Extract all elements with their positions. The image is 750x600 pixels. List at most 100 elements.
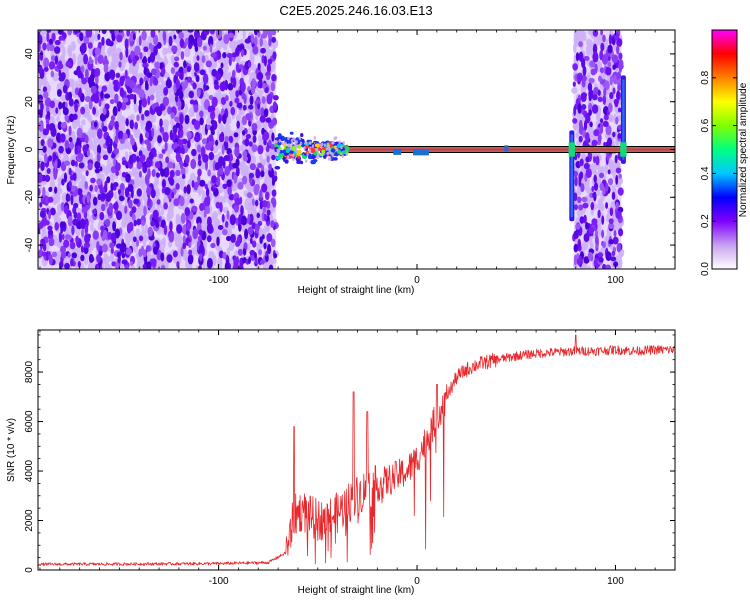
- noise-blob: [62, 107, 69, 116]
- noise-blob: [221, 213, 225, 223]
- noise-blob-light: [93, 142, 98, 155]
- y-tick-label: 40: [24, 48, 35, 60]
- noise-blob: [270, 220, 275, 229]
- noise-blob: [74, 160, 78, 167]
- noise-blob: [228, 160, 232, 171]
- noise-blob: [125, 173, 131, 183]
- noise-blob: [189, 99, 195, 105]
- noise-blob: [602, 94, 607, 106]
- noise-blob: [259, 236, 263, 244]
- noise-blob: [254, 30, 259, 36]
- noise-blob-light: [611, 185, 616, 193]
- noise-blob: [618, 59, 624, 67]
- onset-blob: [323, 155, 327, 159]
- noise-blob: [144, 109, 150, 117]
- noise-blob: [616, 242, 622, 253]
- noise-blob-light: [89, 152, 93, 162]
- noise-blob: [229, 100, 233, 107]
- noise-blob: [233, 174, 238, 184]
- noise-blob: [74, 145, 78, 155]
- noise-blob: [94, 160, 101, 170]
- noise-blob: [263, 131, 270, 141]
- noise-blob: [53, 168, 58, 180]
- x-tick-label: 0: [414, 275, 420, 286]
- noise-blob: [573, 105, 577, 117]
- noise-blob: [613, 230, 617, 238]
- noise-blob: [124, 69, 128, 80]
- noise-blob-light: [72, 134, 77, 144]
- noise-blob: [608, 218, 614, 224]
- noise-blob: [186, 65, 191, 73]
- noise-blob: [146, 141, 152, 152]
- noise-blob: [230, 233, 236, 244]
- noise-blob: [180, 167, 186, 176]
- noise-blob-light: [229, 90, 234, 102]
- noise-blob: [572, 63, 579, 71]
- noise-blob: [618, 107, 622, 113]
- noise-blob: [235, 62, 240, 73]
- noise-blob: [615, 116, 619, 125]
- noise-blob: [266, 74, 271, 81]
- onset-blob: [277, 153, 283, 158]
- noise-blob: [176, 224, 183, 234]
- noise-blob: [201, 55, 206, 64]
- noise-blob: [99, 211, 105, 221]
- colorbar-tick-label: 0.8: [700, 70, 711, 84]
- noise-blob: [182, 235, 186, 244]
- noise-blob: [592, 192, 597, 198]
- noise-blob: [192, 228, 199, 240]
- noise-blob-light: [270, 61, 276, 73]
- noise-blob: [60, 245, 67, 254]
- noise-blob: [63, 239, 70, 248]
- noise-blob: [616, 45, 620, 55]
- noise-blob: [79, 32, 84, 42]
- noise-blob: [618, 228, 624, 237]
- spike-center: [568, 142, 576, 157]
- noise-blob: [65, 61, 72, 68]
- noise-blob: [132, 236, 137, 243]
- noise-blob: [81, 206, 87, 214]
- noise-blob: [80, 254, 85, 262]
- noise-blob: [256, 71, 264, 81]
- noise-blob: [121, 259, 128, 265]
- noise-blob: [206, 235, 212, 243]
- noise-blob: [260, 33, 268, 39]
- snr-y-label: SNR (10 * v/v): [6, 418, 17, 482]
- noise-blob: [129, 40, 134, 47]
- noise-blob: [198, 153, 201, 162]
- noise-blob: [206, 195, 211, 207]
- noise-blob: [114, 134, 119, 144]
- noise-blob: [72, 206, 77, 215]
- noise-blob: [73, 30, 80, 34]
- noise-blob: [602, 120, 609, 128]
- noise-blob: [48, 209, 52, 220]
- onset-halo: [321, 142, 324, 147]
- noise-blob: [264, 86, 269, 94]
- noise-blob: [268, 37, 272, 47]
- noise-blob: [174, 56, 180, 62]
- noise-blob: [203, 83, 207, 92]
- noise-blob: [67, 194, 71, 202]
- noise-blob: [214, 162, 220, 171]
- noise-blob: [52, 251, 57, 258]
- noise-blob: [46, 30, 52, 34]
- noise-blob: [196, 216, 202, 226]
- noise-blob: [593, 129, 600, 137]
- spectrogram-panel: -100 0 100 -40 -20 0 20 40 Height of straight …: [6, 29, 676, 296]
- noise-blob: [271, 132, 275, 142]
- noise-blob: [91, 119, 96, 130]
- noise-blob: [58, 60, 63, 66]
- noise-blob-light: [139, 180, 144, 188]
- noise-blob: [228, 135, 233, 143]
- noise-blob: [180, 246, 184, 257]
- spectrogram-noise-left: [38, 30, 279, 269]
- onset-halo: [311, 144, 315, 148]
- noise-blob: [163, 224, 168, 236]
- noise-blob: [222, 251, 227, 260]
- noise-blob: [248, 104, 254, 110]
- noise-blob: [88, 253, 94, 264]
- noise-blob-light: [85, 85, 91, 97]
- noise-blob: [160, 264, 166, 269]
- noise-blob: [120, 131, 123, 140]
